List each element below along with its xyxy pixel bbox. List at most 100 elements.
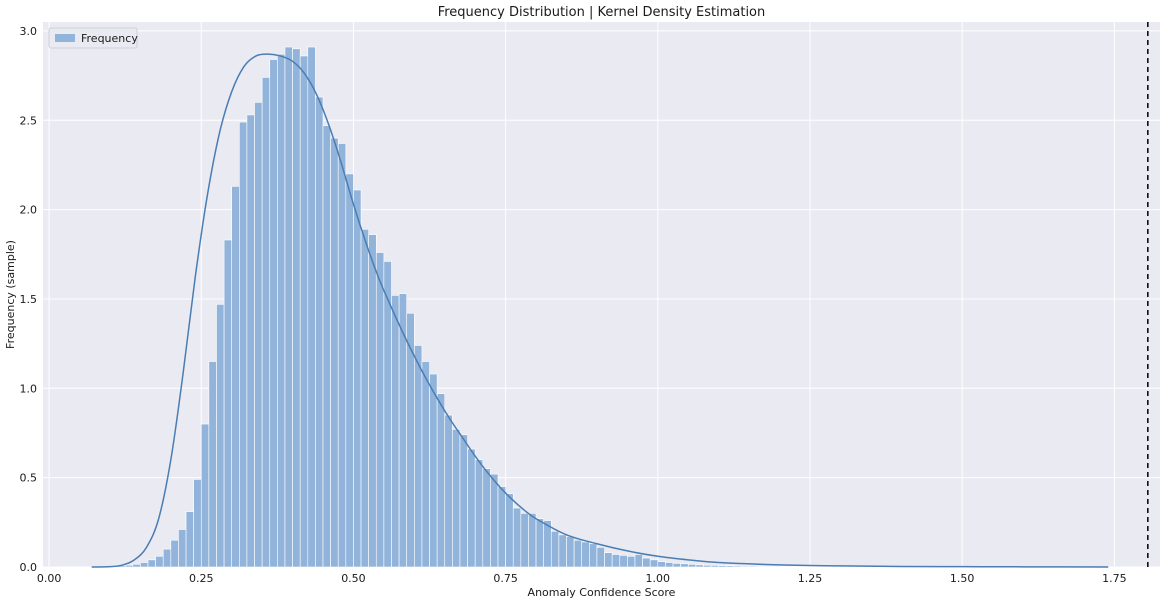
x-tick-label: 1.25 [798, 572, 823, 585]
y-axis-label: Frequency (sample) [4, 240, 17, 349]
y-tick-labels: 0.0 0.5 1.0 1.5 2.0 2.5 3.0 [20, 25, 38, 574]
histogram-bar [383, 261, 392, 568]
x-tick-label: 1.50 [950, 572, 975, 585]
histogram-bar [520, 513, 529, 568]
histogram-bar [497, 486, 506, 568]
histogram-bar [695, 564, 704, 568]
histogram-bar [436, 393, 446, 568]
histogram-bar [429, 373, 438, 568]
histogram-bar [566, 536, 575, 568]
histogram-bar [725, 565, 735, 568]
legend-box [48, 27, 138, 49]
histogram-bar [802, 566, 811, 568]
y-tick-label: 0.5 [20, 472, 38, 485]
histogram-bar [459, 434, 468, 568]
y-tick-label: 0.0 [20, 561, 38, 574]
histogram-bar [733, 565, 742, 568]
y-tick-label: 3.0 [20, 25, 38, 38]
y-tick-label: 1.5 [20, 293, 38, 306]
histogram-bar [414, 345, 423, 568]
y-tick-label: 2.5 [20, 114, 38, 127]
kde-curve [91, 53, 1109, 568]
histogram-bar [178, 529, 187, 568]
histogram-bar [330, 137, 339, 568]
histogram-bar [642, 557, 651, 568]
histogram-bar [421, 361, 430, 568]
histogram-bar [284, 46, 293, 568]
histogram-bar [368, 234, 377, 568]
histogram-bars [94, 46, 1115, 568]
histogram-bar [490, 473, 499, 568]
x-axis-label: Anomaly Confidence Score [528, 586, 676, 599]
histogram-bar [558, 534, 567, 568]
x-tick-label: 0.00 [37, 572, 62, 585]
legend-swatch-frequency [55, 34, 75, 42]
histogram-bar [680, 563, 689, 568]
histogram-bar [322, 125, 331, 568]
histogram-bar [649, 559, 659, 568]
histogram-bar [132, 564, 141, 568]
histogram-bar [756, 565, 765, 568]
histogram-bar [634, 554, 643, 568]
histogram-bar [345, 173, 354, 568]
histogram-bar [611, 554, 621, 568]
histogram-bar [703, 564, 712, 568]
histogram-bar [452, 429, 461, 568]
histogram-bar [589, 543, 598, 568]
histogram-bar [505, 493, 514, 568]
histogram-bar [444, 414, 453, 568]
histogram-bar [672, 563, 681, 568]
histogram-bar [604, 552, 613, 568]
histogram-bar [391, 295, 400, 568]
y-tick-label: 2.0 [20, 204, 38, 217]
histogram-bar [254, 102, 263, 568]
histogram-bar [665, 562, 674, 568]
histogram-bar [467, 448, 476, 568]
histogram-bar [231, 186, 240, 568]
histogram-bar [124, 564, 134, 568]
histogram-bar [140, 562, 149, 568]
x-tick-label: 0.50 [341, 572, 366, 585]
histogram-bar [208, 361, 217, 568]
histogram-bar [277, 53, 286, 568]
histogram-bar [741, 565, 750, 568]
x-tick-label: 1.00 [646, 572, 671, 585]
histogram-bar [710, 565, 719, 568]
histogram-bar [512, 507, 522, 568]
x-tick-labels: 0.00 0.25 0.50 0.75 1.00 1.25 1.50 1.75 [37, 572, 1127, 585]
histogram-bar [581, 541, 590, 568]
histogram-bar [748, 565, 758, 568]
histogram-bar [657, 561, 666, 568]
x-tick-label: 1.75 [1102, 572, 1127, 585]
histogram-bar [193, 479, 202, 568]
histogram-bar [596, 547, 605, 568]
histogram-bar [307, 46, 316, 568]
histogram-bar [627, 555, 636, 568]
histogram-bar [528, 513, 537, 568]
histogram-bar [170, 539, 179, 568]
histogram-bar [223, 239, 233, 568]
histogram-bar [337, 143, 347, 568]
histogram-bar [353, 189, 362, 568]
histogram-bar [269, 59, 278, 568]
histogram-bar [216, 304, 225, 568]
chart-title: Frequency Distribution | Kernel Density … [438, 5, 766, 20]
y-tick-label: 1.0 [20, 382, 38, 395]
histogram-bar [246, 114, 255, 568]
histogram-bar [185, 511, 194, 568]
histogram-bar [764, 565, 773, 568]
histogram-bar [360, 228, 369, 568]
histogram-bar [779, 566, 788, 568]
histogram-bar [375, 252, 385, 568]
histogram-bar [794, 566, 803, 568]
histogram-bar [687, 564, 697, 568]
legend-label-frequency: Frequency [81, 32, 138, 45]
histogram-bar [200, 423, 210, 568]
x-tick-label: 0.25 [189, 572, 214, 585]
histogram-bar [771, 565, 780, 568]
histogram-bar [299, 55, 309, 568]
histogram-bar [406, 312, 415, 568]
histogram-bar [147, 559, 156, 568]
legend: Frequency [48, 27, 138, 49]
